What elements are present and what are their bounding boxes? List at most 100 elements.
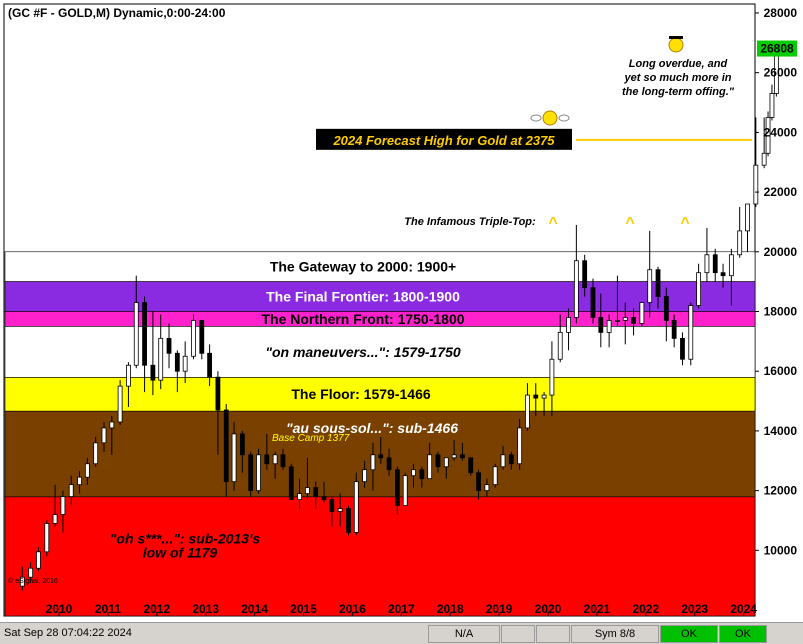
- candle-body-51: [435, 454, 441, 468]
- candle-body-47: [402, 475, 408, 506]
- candle-body-70: [590, 287, 596, 318]
- candle-body-57: [484, 484, 490, 492]
- candle-body-31: [272, 454, 278, 465]
- candle-body-30: [264, 454, 270, 465]
- triple-top-caret-1: ^: [625, 215, 634, 232]
- candle-body-34: [297, 493, 302, 500]
- band-6: [4, 496, 756, 617]
- candle-body-78: [655, 269, 661, 297]
- candle-body-64: [541, 394, 547, 399]
- x-tick-label-12: 2022: [632, 602, 659, 616]
- candle-body-48: [411, 469, 416, 477]
- candle-body-6: [68, 484, 74, 497]
- candle-body-81: [680, 337, 685, 360]
- candle-body-75: [631, 317, 636, 324]
- candle-body-32: [280, 454, 286, 468]
- candle-body-65: [549, 358, 555, 396]
- last-price-label: 26808: [760, 42, 794, 56]
- candle-body-19: [174, 352, 180, 372]
- candle-body-55: [468, 457, 474, 474]
- candle-body-3: [44, 523, 50, 553]
- candle-body-41: [353, 481, 359, 533]
- candle-body-91: [761, 152, 767, 166]
- status-sym: Sym 8/8: [571, 625, 659, 643]
- candle-body-17: [158, 337, 164, 381]
- triple-top-caret-2: ^: [680, 215, 689, 232]
- x-tick-label-0: 2010: [46, 602, 73, 616]
- graduate-cap-icon: [669, 36, 683, 39]
- candle-body-77: [647, 269, 653, 303]
- candle-body-18: [166, 337, 172, 354]
- candle-body-72: [606, 320, 612, 333]
- candle-body-60: [508, 454, 514, 465]
- candle-body-53: [451, 454, 457, 459]
- candle-body-49: [419, 469, 425, 480]
- candle-body-11: [109, 421, 115, 429]
- smiley-right-wing-icon: [558, 114, 570, 122]
- y-tick-label-5: 20000: [764, 245, 798, 259]
- candle-body-22: [199, 320, 205, 354]
- candle-body-69: [582, 260, 588, 289]
- candle-body-9: [93, 442, 99, 465]
- candle-body-8: [84, 463, 90, 478]
- candle-body-15: [142, 302, 147, 366]
- candle-body-83: [696, 272, 702, 306]
- candle-body-93: [769, 93, 775, 118]
- band-label-4: The Floor: 1579-1466: [291, 386, 430, 402]
- y-tick-label-6: 22000: [764, 185, 798, 199]
- overdue-note-line3: the long-term offing.": [622, 86, 735, 98]
- candle-body-40: [346, 508, 351, 533]
- candle-body-88: [737, 230, 743, 256]
- smiley-icon: [542, 110, 558, 126]
- y-tick-label-0: 10000: [764, 543, 798, 557]
- status-empty-2: [536, 625, 570, 643]
- annotations: The Gateway to 2000: 1900+ The Final Fron…: [8, 36, 752, 585]
- candle-body-84: [704, 254, 710, 274]
- x-tick-label-14: 2024: [730, 602, 757, 616]
- candle-body-76: [639, 302, 645, 324]
- candle-body-56: [476, 472, 481, 492]
- band-5: [4, 410, 756, 498]
- candle-body-13: [126, 364, 131, 387]
- candle-body-5: [60, 496, 66, 515]
- candle-body-16: [150, 364, 156, 381]
- triple-top-label: The Infamous Triple-Top:: [404, 216, 536, 228]
- band-0: [4, 251, 756, 282]
- candle-body-92: [765, 117, 771, 154]
- x-tick-label-13: 2023: [681, 602, 708, 616]
- candle-body-1: [28, 567, 34, 578]
- candle-body-2: [36, 551, 41, 569]
- candle-body-63: [533, 394, 539, 399]
- candle-body-67: [566, 317, 571, 333]
- y-axis: 10000 12000 14000 16000 18000 20000 22000 24000…: [755, 6, 797, 557]
- candle-body-89: [745, 203, 750, 232]
- candle-body-14: [133, 302, 139, 366]
- last-price-tag: [757, 40, 797, 57]
- candle-body-29: [256, 454, 261, 492]
- candle-body-4: [52, 514, 58, 524]
- candle-body-44: [378, 454, 384, 459]
- band-label-0: The Gateway to 2000: 1900+: [270, 259, 456, 275]
- candle-body-45: [386, 457, 392, 471]
- candle-body-0: [19, 576, 25, 587]
- candle-body-42: [362, 469, 368, 483]
- candle-body-46: [394, 469, 400, 506]
- y-tick-label-1: 12000: [764, 484, 798, 498]
- candle-body-50: [427, 454, 433, 480]
- band-label-5: "au sous-sol...": sub-1466: [286, 420, 458, 436]
- y-tick-label-4: 18000: [764, 304, 798, 318]
- status-ok-2: OK: [719, 625, 767, 643]
- candlesticks: [19, 45, 779, 591]
- candle-body-25: [223, 409, 229, 483]
- chart-title: (GC #F - GOLD,M) Dynamic,0:00-24:00: [8, 6, 226, 20]
- x-tick-label-2: 2012: [143, 602, 170, 616]
- candle-body-73: [615, 320, 620, 322]
- overdue-note-line2: yet so much more in: [624, 72, 732, 84]
- candle-body-36: [313, 487, 319, 497]
- candle-body-27: [239, 433, 245, 456]
- x-tick-label-7: 2017: [388, 602, 415, 616]
- x-tick-label-5: 2015: [290, 602, 317, 616]
- candle-body-87: [728, 254, 734, 277]
- graduate-smiley-icon: [668, 37, 684, 53]
- candle-body-54: [460, 454, 465, 459]
